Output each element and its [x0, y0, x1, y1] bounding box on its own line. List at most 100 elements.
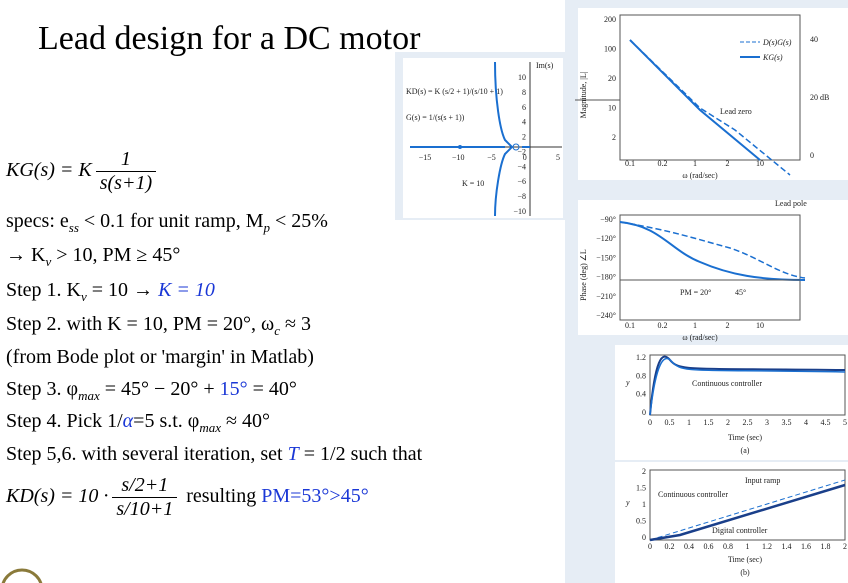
x-tick-label: 4.5: [821, 418, 831, 427]
caption: (a): [741, 446, 750, 455]
text-line: specs: ess < 0.1 for unit ramp, Mp < 25%: [6, 210, 328, 236]
eq-num: 1: [120, 148, 131, 170]
bode-phase: [619, 214, 806, 321]
highlight: 15°: [219, 378, 248, 400]
x-tick-label: 2: [726, 159, 730, 168]
text: = 45° − 20° +: [99, 378, 220, 400]
annotation: K = 10: [462, 179, 484, 188]
y-tick-label: 10: [608, 104, 616, 113]
formula: G(s) = 1/(s(s + 1)): [406, 113, 465, 122]
x-tick-label: 5: [843, 418, 847, 427]
x-tick-label: 1.6: [801, 542, 811, 551]
y-tick-label: −4: [517, 162, 526, 171]
legend: Continuous controller: [692, 379, 762, 388]
x-tick-label: 1.4: [782, 542, 792, 551]
text: specs: e: [6, 210, 69, 232]
y-tick-label: 0.5: [636, 517, 646, 526]
caption: (b): [740, 568, 750, 577]
y-tick-label: −120°: [596, 234, 616, 243]
x-tick-label: 0.5: [665, 418, 675, 427]
text: = 40°: [247, 378, 297, 400]
step-response-a: [649, 354, 846, 416]
axis-label: y: [625, 378, 630, 387]
text: > 10, PM ≥ 45°: [51, 244, 181, 266]
y-tick-label: −8: [517, 192, 526, 201]
x-tick-label: 0.8: [723, 542, 733, 551]
x-tick-label: 0.2: [658, 321, 668, 330]
x-tick-label: 0.2: [658, 159, 668, 168]
y-tick-label: 0.8: [636, 371, 646, 380]
x-tick-label: 0.1: [625, 321, 635, 330]
eq-lhs: KD(s) = 10 ·: [6, 485, 109, 508]
highlight: K = 10: [158, 279, 215, 301]
x-tick-label: 1: [687, 418, 691, 427]
x-tick-label: −10: [452, 153, 465, 162]
text: ≈ 3: [279, 313, 311, 335]
y-tick-label: −210°: [596, 292, 616, 301]
y-tick-label: 20 dB: [810, 93, 829, 102]
y-tick-label: 0: [642, 408, 646, 417]
x-tick-label: 0: [523, 153, 527, 162]
text-line: Step 1. Kv = 10 → K = 10: [6, 279, 215, 305]
x-tick-label: 3.5: [782, 418, 792, 427]
text: < 0.1 for unit ramp, M: [78, 210, 264, 232]
text-line: → Kv > 10, PM ≥ 45°: [6, 244, 180, 270]
x-tick-label: 2.5: [743, 418, 753, 427]
text: = 10 →: [86, 279, 159, 301]
eq-den: s/10+1: [112, 497, 178, 521]
text-line: (from Bode plot or 'margin' in Matlab): [6, 346, 314, 369]
sub: p: [263, 220, 270, 235]
text-line: Step 4. Pick 1/α=5 s.t. φmax ≈ 40°: [6, 410, 270, 436]
y-tick-label: 0.4: [636, 390, 646, 399]
text: < 25%: [269, 210, 328, 232]
step-response-b: [649, 469, 846, 542]
x-tick-label: 10: [756, 159, 764, 168]
legend: KG(s): [762, 53, 783, 62]
highlight: α: [122, 410, 134, 432]
y-tick-label: 2: [612, 133, 616, 142]
y-tick-label: 4: [522, 118, 526, 127]
text: Step 1. K: [6, 279, 81, 301]
axis-label: Im(s): [536, 61, 554, 70]
x-tick-label: 10: [756, 321, 764, 330]
legend: Input ramp: [745, 476, 780, 485]
sub: max: [78, 388, 100, 403]
y-tick-label: 2: [642, 467, 646, 476]
sub: c: [274, 323, 280, 338]
y-tick-label: −180°: [596, 273, 616, 282]
y-tick-label: 40: [810, 35, 818, 44]
text: resulting: [186, 485, 262, 508]
axis-label: y: [625, 498, 630, 507]
x-tick-label: 0: [648, 542, 652, 551]
sub: v: [81, 289, 87, 304]
plant-equation: KG(s) = K 1 s(s+1): [6, 148, 160, 195]
x-tick-label: 2: [726, 418, 730, 427]
y-tick-label: 6: [522, 103, 526, 112]
axis-label: Time (sec): [728, 555, 762, 564]
y-tick-label: 1.5: [636, 484, 646, 493]
x-tick-label: 3: [765, 418, 769, 427]
y-tick-label: −10: [513, 207, 526, 216]
x-tick-label: 1: [746, 542, 750, 551]
text: Step 4. Pick 1/: [6, 410, 123, 432]
axis-label: Magnitude, |L|: [579, 72, 588, 119]
y-tick-label: 1: [642, 500, 646, 509]
y-tick-label: −150°: [596, 253, 616, 262]
text: Step 3. φ: [6, 378, 79, 400]
y-tick-label: −2: [517, 147, 526, 156]
y-tick-label: −240°: [596, 311, 616, 320]
axis-label: ω (rad/sec): [682, 333, 718, 342]
sub: v: [45, 254, 52, 269]
x-tick-label: 2: [726, 321, 730, 330]
eq-num: s/2+1: [121, 474, 169, 496]
x-tick-label: 2: [843, 542, 847, 551]
sub: ss: [68, 220, 79, 235]
y-tick-label: −90°: [600, 215, 616, 224]
x-tick-label: −15: [419, 153, 432, 162]
highlight: PM=53°>45°: [261, 485, 369, 508]
x-tick-label: 5: [556, 153, 560, 162]
annotation: Lead pole: [775, 199, 807, 208]
y-tick-label: 8: [522, 88, 526, 97]
highlight: T: [287, 443, 299, 465]
